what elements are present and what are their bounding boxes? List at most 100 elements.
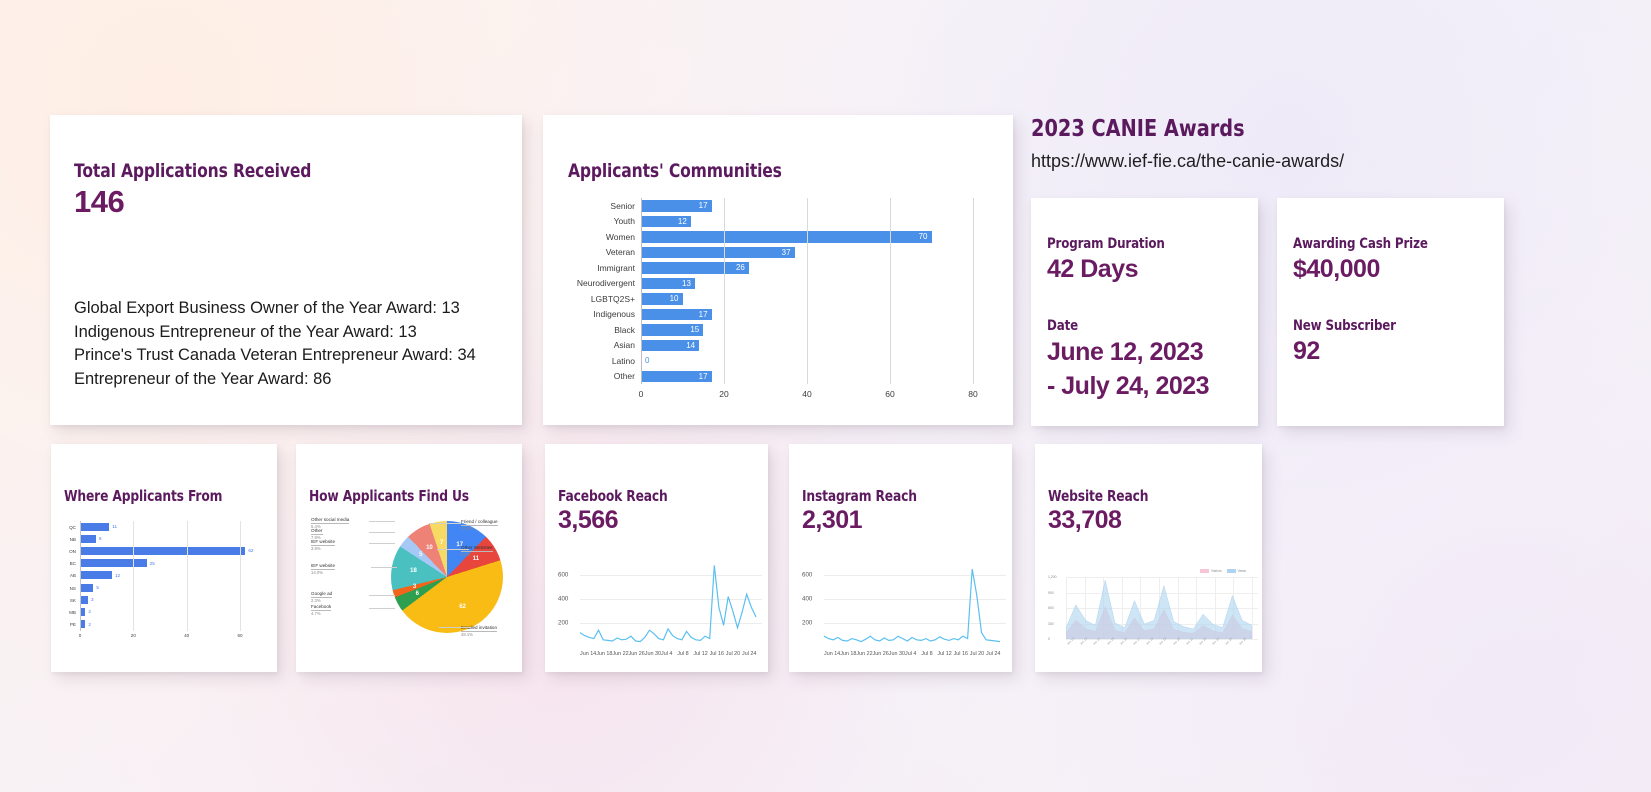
gridline [580,599,762,600]
pie-label-percent: 2.3% [311,597,321,603]
communities-bar-track: 17 [641,369,1013,385]
pie-leader-label: IEF website 14.0% [311,563,335,575]
communities-bar-fill: 14 [641,339,700,351]
how-applicants-find-us-title: How Applicants Find Us [309,487,469,505]
pie-label-name: Friend / colleague [461,519,498,526]
communities-bar-label: Neurodivergent [576,278,635,289]
website-area-series [1066,580,1252,639]
pie-label-percent: 8.5% [461,551,471,557]
communities-bar-fill: 12 [641,215,691,227]
province-bar-label: NB [69,536,76,542]
communities-bar-fill: 37 [641,246,795,258]
axis-tick-label: Jul 8 [677,651,689,657]
pie-leader-label: Emailed invitation 48.1% [461,625,498,637]
pie-label-percent: 4.7% [311,610,321,616]
communities-bar-track: 10 [641,291,1013,307]
communities-bar-fill: 70 [641,231,932,243]
cash-prize-value: $40,000 [1293,255,1380,283]
pie-slice-value: 18 [410,568,417,575]
axis-tick-label: 0 [638,389,644,399]
communities-bar-row: Asian 14 [568,338,1013,354]
pie-slice-value: 62 [459,604,466,611]
pie-label-name: IEF website [311,563,335,570]
legend-item: Views [1226,569,1246,573]
page-title-block: 2023 CANIE Awards https://www.ief-fie.ca… [1031,116,1531,172]
communities-bar-chart: Senior 17 Youth 12 Women 70 Veteran 37 Immigrant… [568,198,1013,401]
province-bar-row: BC 25 [64,558,277,570]
instagram-reach-value: 2,301 [802,506,863,534]
award-line: Indigenous Entrepreneur of the Year Awar… [74,322,417,341]
communities-bar-row: Other 17 [568,369,1013,385]
province-bar-fill [80,522,110,531]
award-line: Global Export Business Owner of the Year… [74,299,460,317]
pie-leader-line [369,532,395,533]
province-bar-row: SK 3 [64,594,277,606]
cash-prize-label: Awarding Cash Prize [1293,236,1428,252]
legend-label: Visitors [1211,569,1222,573]
communities-bar-label: Asian [613,340,635,351]
communities-bar-fill: 26 [641,262,749,274]
total-applications-value: 146 [74,184,125,219]
axis-tick-label: Jul 24 [986,651,1001,657]
communities-x-axis: 0 20 40 60 80 [568,387,1013,401]
axis-tick-label: 80 [968,389,978,399]
province-bar-fill [80,534,96,543]
axis-tick-label: Jun 18 [840,651,857,657]
communities-bar-fill: 10 [641,293,683,305]
axis-tick-label: 60 [885,389,895,399]
legend-label: Views [1237,569,1246,573]
facebook-reach-value: 3,566 [558,506,619,534]
province-bar-track: 11 [80,521,277,533]
communities-bar-label: Black [614,324,635,335]
program-duration-value: 42 Days [1047,255,1139,283]
communities-bar-label: Indigenous [593,309,635,320]
province-bar-value: 11 [112,524,118,529]
awarding-cash-prize-card: Awarding Cash Prize $40,000 New Subscrib… [1277,198,1504,426]
where-applicants-from-card: Where Applicants From QC 11 NB 6 ON 62 BC 25 AB 1… [51,444,277,672]
pie-leader-label: Google ad 2.3% [311,591,333,603]
pie-label-percent: 3.9% [311,545,321,551]
province-x-axis: 0 20 40 60 [64,633,277,643]
communities-bar-value: 17 [698,371,708,381]
province-bar-fill [80,620,86,629]
axis-tick-label: 20 [130,632,136,638]
facebook-reach-title: Facebook Reach [558,487,668,505]
program-duration-label: Program Duration [1047,236,1165,252]
pie-leader-line [439,627,471,628]
province-bar-track: 6 [80,533,277,545]
total-applications-card: Total Applications Received 146 Global E… [50,115,522,425]
axis-tick-label: Jun 22 [856,651,873,657]
pie-label-name: Other Websites [461,545,493,552]
facebook-reach-card: Facebook Reach 3,566 200 400 600 Jun 14 Jun … [545,444,768,672]
province-bar-label: SK [69,597,76,603]
instagram-y-tick: 600 [802,571,813,579]
province-bar-row: ON 62 [64,545,277,557]
communities-bar-value: 13 [682,278,691,288]
new-subscriber-value: 92 [1293,337,1320,365]
province-bar-row: QC 11 [64,521,277,533]
province-bar-track: 5 [80,582,277,594]
legend-item: Visitors [1200,569,1222,573]
communities-bar-value: 17 [698,201,708,210]
pie-leader-line [369,595,395,596]
website-y-tick: 300 [1048,621,1054,626]
province-bar-track: 3 [80,594,277,606]
instagram-plot [823,563,1006,647]
communities-bar-label: Latino [611,355,635,366]
gridline [1066,577,1067,639]
instagram-y-tick: 400 [802,595,813,603]
awards-url[interactable]: https://www.ief-fie.ca/the-canie-awards/ [1031,151,1345,171]
pie-label-name: Other [311,528,323,535]
gridline [1084,577,1086,639]
gridline [824,575,1006,576]
communities-bar-value: 15 [690,325,700,334]
pie-label-percent: 7.8% [311,534,321,540]
communities-bar-label: Women [605,231,635,242]
pie-label-percent: 5.4% [311,523,321,529]
axis-tick-label: Jul 8 [921,651,933,657]
program-duration-card: Program Duration 42 Days Date June 12, 2… [1031,198,1258,426]
axis-tick-label: Jul 4 [661,651,673,657]
province-bar-label: AB [69,573,76,579]
date-value-line2: - July 24, 2023 [1047,372,1210,400]
where-from-bar-chart: QC 11 NB 6 ON 62 BC 25 AB 12 NS 5 SK 3 MB 2 PE 2 0 20 40 60 [64,521,277,643]
